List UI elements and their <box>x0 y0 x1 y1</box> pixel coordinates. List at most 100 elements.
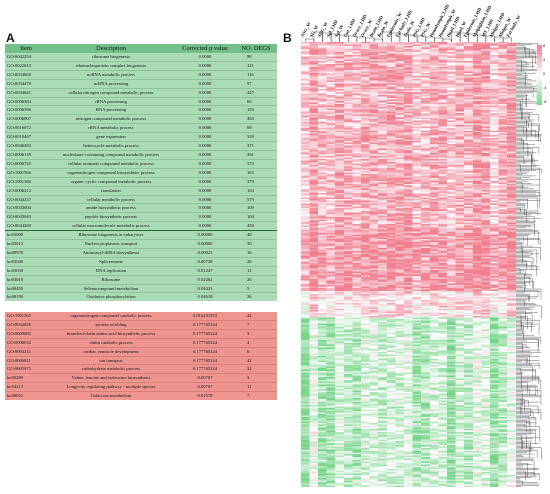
table-row: GO:0034470 ncRNA processing 0.0000 97 <box>5 78 277 89</box>
cell-degs: 165 <box>235 167 277 178</box>
table-row: ko00450 Selenocompound metabolism 0.04433 5 <box>5 283 277 293</box>
panel-b-label: B <box>283 31 292 45</box>
cell-pvalue: 0.177765324 <box>175 355 235 365</box>
cell-pvalue: 0.177765324 <box>175 328 235 339</box>
cell-description: RNA processing <box>47 105 175 115</box>
cell-description: ribosome biogenesis <box>92 54 130 59</box>
red-table-body: GO:1901565 organonitrogen compound catabo… <box>5 312 277 401</box>
cell-description: ion transport <box>47 355 175 365</box>
cell-description: peptide biosynthetic process <box>47 212 175 222</box>
cell-item: ko00290 <box>5 373 47 383</box>
cell-pvalue: 0.00738 <box>175 256 235 267</box>
cell-description: cellular nitrogen compound metabolic pro… <box>47 87 175 98</box>
cell-pvalue: 0.0000 <box>175 203 235 213</box>
enrichment-table-red: GO:1901565 organonitrogen compound catabo… <box>5 312 277 401</box>
cell-item: GO:0006811 <box>5 355 47 365</box>
cell-item: GO:0006139 <box>5 149 47 160</box>
cell-description: heterocycle metabolic process <box>47 141 175 151</box>
table-row: ko03013 Nucleocytoplasmic transport 0.0000… <box>5 239 277 249</box>
table-row: GO:1901360 organic cyclic compound metabo… <box>5 176 277 187</box>
cell-description: Selenocompound metabolism <box>47 283 175 293</box>
cell-degs: 11 <box>235 382 277 392</box>
cell-item: ko00450 <box>5 283 47 293</box>
table-row: GO:0034641 cellular nitrogen compound met… <box>5 87 277 98</box>
cell-item: GO:0034660 <box>5 69 47 80</box>
cell-item: ko03008 <box>5 230 47 240</box>
cell-degs: 104 <box>235 185 277 195</box>
cell-degs: 32 <box>235 364 277 374</box>
cell-item: ko03030 <box>5 265 47 276</box>
cell-degs: 339 <box>235 132 277 142</box>
cell-description: Oxidative phosphorylation <box>47 292 175 302</box>
cell-pvalue: 0.177765324 <box>175 319 235 330</box>
cell-pvalue: 0.0000 <box>175 167 235 178</box>
table-row: GO:0006811 ion transport 0.177765324 42 <box>5 355 277 365</box>
cell-degs: 5 <box>235 283 277 293</box>
table-row: ko00970 Aminoacyl-tRNA biosynthesis 0.0002… <box>5 247 277 258</box>
cell-pvalue: 0.00707 <box>175 373 235 383</box>
cell-item: ko03013 <box>5 239 47 249</box>
cell-item: GO:0042026 <box>5 319 47 330</box>
legend-tick: 4 <box>543 58 546 62</box>
cell-description: protein refolding <box>47 319 175 330</box>
cell-description: organonitrogen compound catabolic proces… <box>70 313 152 318</box>
cell-description: carbohydrate metabolic process <box>47 364 175 374</box>
cell-item: GO:0016072 <box>5 123 47 133</box>
table-row: GO:0042254 ribosome biogenesis 0.0000 98 <box>5 53 277 61</box>
cell-degs: 7 <box>235 391 277 401</box>
table-row: GO:0006032 chitin catabolic process 0.1777… <box>5 337 277 348</box>
cell-pvalue: 0.01578 <box>175 391 235 401</box>
cell-description: Nucleocytoplasmic transport <box>47 239 175 249</box>
cell-pvalue: 0.0000 <box>175 114 235 124</box>
cell-pvalue: 0.0000 <box>175 123 235 133</box>
cell-description: branched-chain amino acid biosynthetic p… <box>47 328 175 339</box>
heatmap-panel: ASG_W SG_W SDG_W Spl_LHD Spl_W Gut_LHD Ovary_L… <box>300 0 550 494</box>
cell-pvalue: 0.016231553 <box>192 313 218 318</box>
cell-degs: 26 <box>235 274 277 285</box>
cell-degs: 16 <box>235 247 277 258</box>
cell-degs: 98 <box>247 54 252 59</box>
cell-degs: 109 <box>235 203 277 213</box>
cell-degs: 7 <box>235 319 277 330</box>
cell-description: cardiac ventricle development <box>47 346 175 357</box>
cell-item: GO:0003231 <box>5 346 47 357</box>
cell-description: Ribosome <box>47 274 175 285</box>
cell-degs: 104 <box>235 212 277 222</box>
cell-degs: 30 <box>235 239 277 249</box>
cell-item: GO:0042254 <box>7 54 31 59</box>
cell-pvalue: 0.00021 <box>175 247 235 258</box>
cell-description: amide biosynthetic process <box>47 203 175 213</box>
cell-description: cellular aromatic compound metabolic pro… <box>47 158 175 169</box>
table-row: ko00290 Valine, leucine and isoleucine bi… <box>5 373 277 383</box>
cell-description: organic cyclic compound metabolic proces… <box>47 176 175 187</box>
cell-degs: 42 <box>235 355 277 365</box>
cell-description: Galactose metabolism <box>47 391 175 401</box>
table-row: GO:0006807 nitrogen compound metabolic pr… <box>5 114 277 124</box>
cell-description: ncRNA metabolic process <box>47 69 175 80</box>
table-row: ko00190 Oxidative phosphorylation 0.04618 2… <box>5 292 277 302</box>
legend-tick: 0 <box>543 72 546 76</box>
cell-degs: 379 <box>235 176 277 187</box>
cell-pvalue: 0.0000 <box>175 60 235 71</box>
cell-pvalue: 0.0000 <box>175 105 235 115</box>
expression-heatmap <box>301 42 516 487</box>
legend-tick: -4 <box>543 86 547 90</box>
cell-pvalue: 0.00707 <box>175 382 235 392</box>
table-row: GO:0006412 translation 0.0000 104 <box>5 185 277 195</box>
cell-pvalue: 0.00000 <box>175 239 235 249</box>
cell-degs: 40 <box>235 230 277 240</box>
panel-a-label: A <box>6 31 15 45</box>
cell-degs: 121 <box>235 60 277 71</box>
table-row: GO:0046483 heterocycle metabolic process 0… <box>5 141 277 151</box>
cell-description: organonitrogen compound biosynthetic pro… <box>47 167 175 178</box>
table-row: ko04213 Longevity regulating pathway - mu… <box>5 382 277 392</box>
cell-description: cellular macromolecule metabolic process <box>47 221 175 231</box>
cell-item: GO:0009082 <box>5 328 47 339</box>
table-row: GO:0009082 branched-chain amino acid bios… <box>5 328 277 339</box>
cell-item: GO:0010467 <box>5 132 47 142</box>
cell-item: ko00970 <box>5 247 47 258</box>
cell-item: ko00052 <box>5 391 47 401</box>
cell-pvalue: 0.177765324 <box>175 337 235 348</box>
cell-description: ncRNA processing <box>47 78 175 89</box>
cell-degs: 159 <box>235 105 277 115</box>
